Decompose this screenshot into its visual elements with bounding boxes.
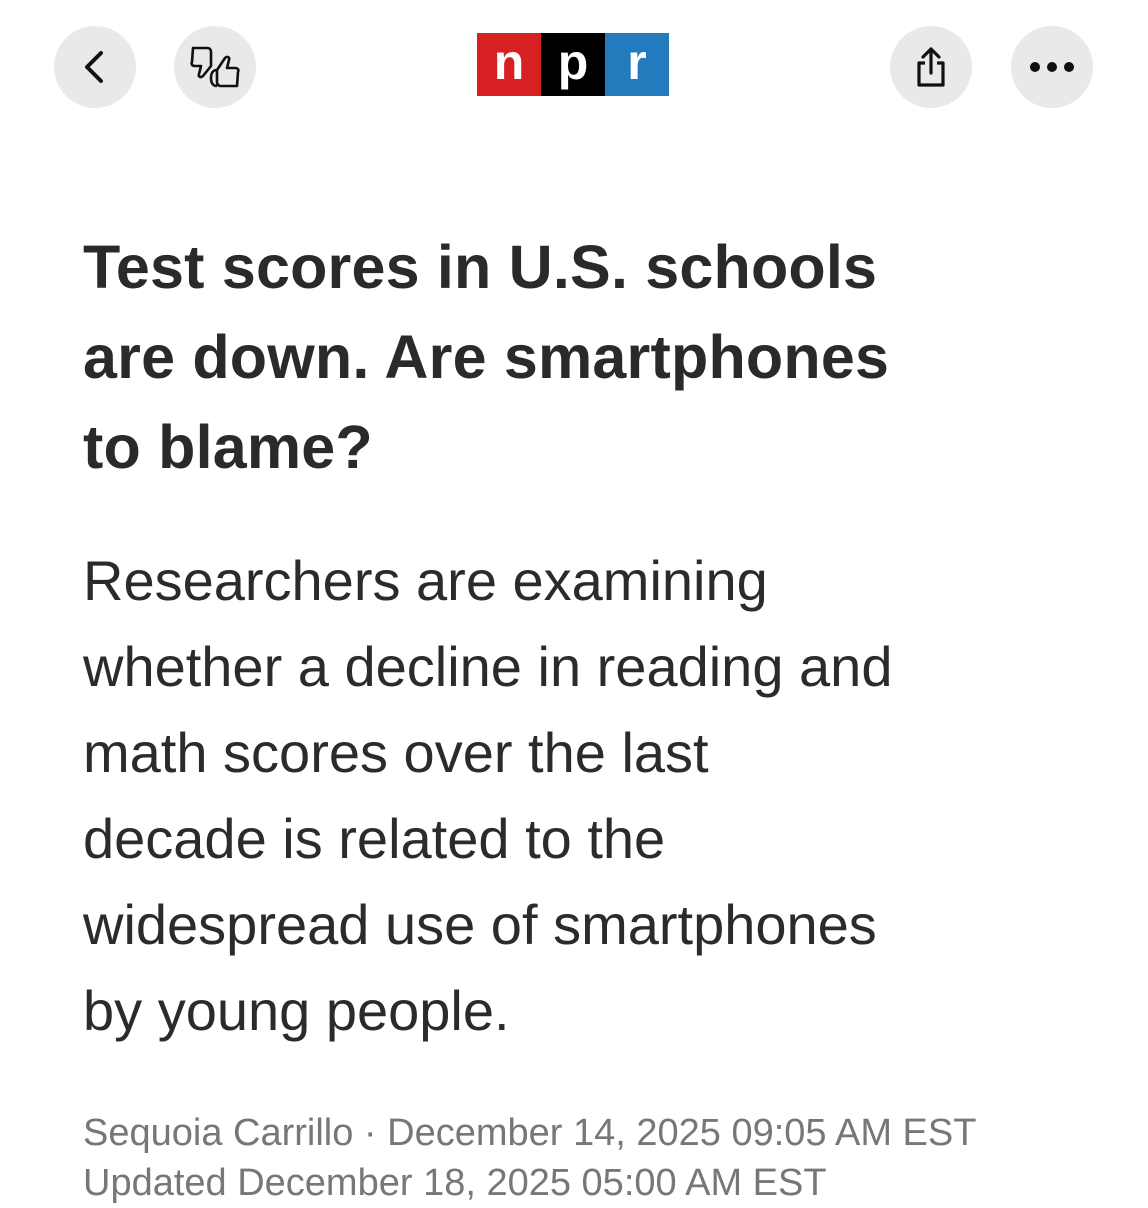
- feedback-button[interactable]: [174, 26, 256, 108]
- logo-letter-r: r: [605, 33, 669, 96]
- logo-letter-n: n: [477, 33, 541, 96]
- article-meta: Sequoia Carrillo · December 14, 2025 09:…: [83, 1108, 976, 1208]
- npr-logo[interactable]: n p r: [477, 33, 669, 96]
- article-dek: Researchers are examining whether a decl…: [83, 538, 892, 1054]
- share-button[interactable]: [890, 26, 972, 108]
- headline-line: are down. Are smartphones: [83, 323, 890, 391]
- byline: Sequoia Carrillo · December 14, 2025 09:…: [83, 1112, 977, 1154]
- more-button[interactable]: [1011, 26, 1093, 108]
- thumbs-down-up-icon: [190, 46, 240, 88]
- dek-line: decade is related to the: [83, 807, 666, 870]
- dek-line: Researchers are examining: [83, 549, 768, 612]
- back-button[interactable]: [54, 26, 136, 108]
- logo-letter-p: p: [541, 33, 605, 96]
- dek-line: by young people.: [83, 979, 510, 1042]
- share-icon: [917, 47, 945, 87]
- dek-line: math scores over the last: [83, 721, 709, 784]
- headline-line: Test scores in U.S. schools: [83, 233, 878, 301]
- chevron-left-icon: [85, 51, 103, 83]
- ellipsis-icon: [1030, 62, 1074, 72]
- article-headline: Test scores in U.S. schools are down. Ar…: [83, 222, 889, 492]
- dek-line: widespread use of smartphones: [83, 893, 877, 956]
- updated-timestamp: Updated December 18, 2025 05:00 AM EST: [83, 1162, 827, 1204]
- dek-line: whether a decline in reading and: [83, 635, 893, 698]
- headline-line: to blame?: [83, 413, 373, 481]
